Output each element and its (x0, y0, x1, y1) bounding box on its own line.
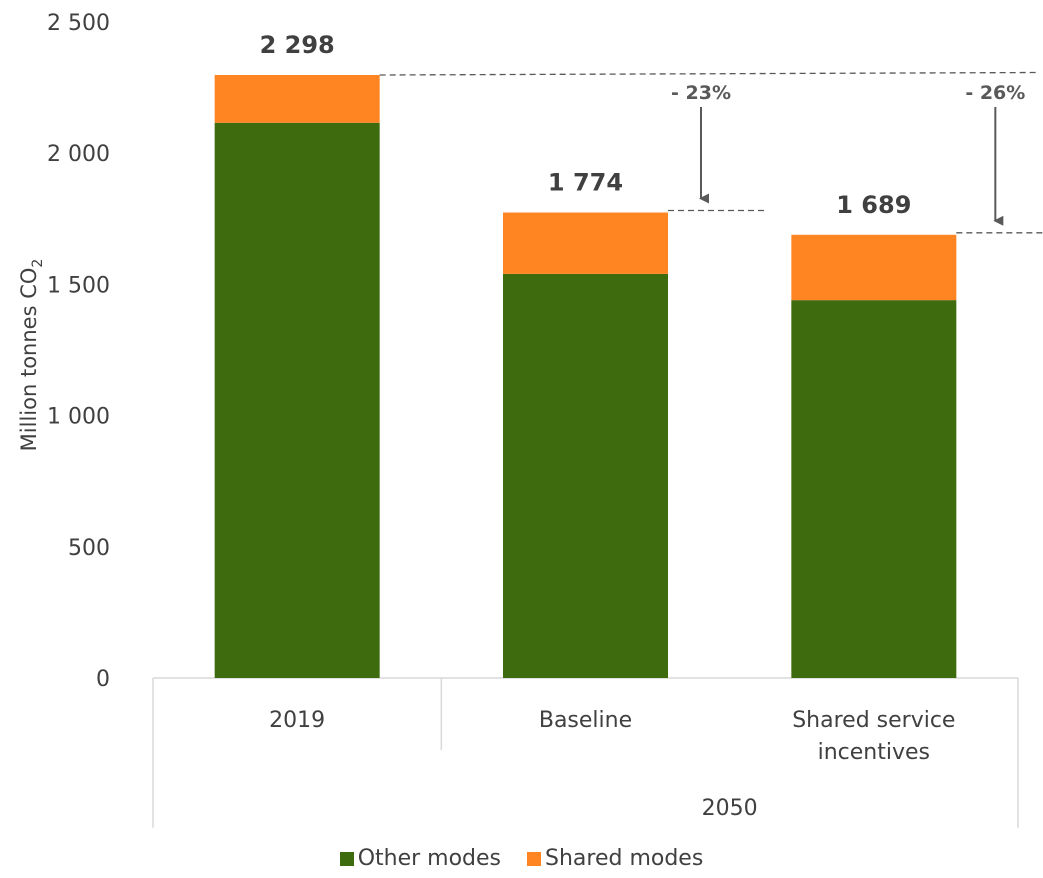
y-tick-label-500: 500 (68, 536, 110, 561)
y-tick-label-2000: 2 000 (47, 142, 110, 167)
bar-shared-modes-baseline (503, 212, 668, 274)
y-tick-label-1000: 1 000 (47, 405, 110, 430)
legend-swatch-shared-modes (527, 851, 541, 866)
legend-swatch-other-modes (339, 851, 354, 866)
y-axis-label: Million tonnes CO2 (17, 259, 46, 452)
x-tick-label-baseline: Baseline (539, 708, 632, 733)
x-tick-label-shared-service-incentives-line2: incentives (818, 740, 930, 765)
x-tick-label-shared-service-incentives: Shared service (792, 708, 955, 733)
x-group-label-2050: 2050 (702, 796, 758, 821)
bar-shared-modes-shared-service-incentives (791, 234, 957, 301)
total-label-shared-service-incentives: 1 689 (836, 191, 911, 219)
reduction-label-baseline: - 23% (671, 82, 731, 104)
y-tick-label-2500: 2 500 (47, 11, 110, 36)
reference-line-2019-total (379, 71, 1039, 76)
total-label-baseline: 1 774 (548, 169, 623, 197)
legend-label-shared-modes: Shared modes (545, 846, 704, 871)
legend-item-other-modes: Other modes (339, 846, 501, 871)
legend-label-other-modes: Other modes (357, 846, 501, 871)
legend-item-shared-modes: Shared modes (527, 846, 703, 871)
bar-other-modes-2019 (214, 122, 380, 678)
y-tick-label-1500: 1 500 (47, 273, 110, 298)
bar-other-modes-baseline (503, 273, 668, 678)
bar-shared-modes-2019 (214, 75, 380, 123)
reduction-label-shared-service-incentives: - 26% (965, 82, 1025, 104)
x-tick-label-2019: 2019 (269, 708, 325, 733)
stacked-bar-chart: 0 500 1 000 1 500 2 000 2 500 2 298 2019 1 774 Ba… (17, 11, 1043, 829)
legend: Other modes Shared modes (0, 846, 1043, 871)
y-tick-label-0: 0 (96, 667, 110, 692)
bar-other-modes-shared-service-incentives (791, 300, 957, 678)
total-label-2019: 2 298 (260, 31, 335, 59)
